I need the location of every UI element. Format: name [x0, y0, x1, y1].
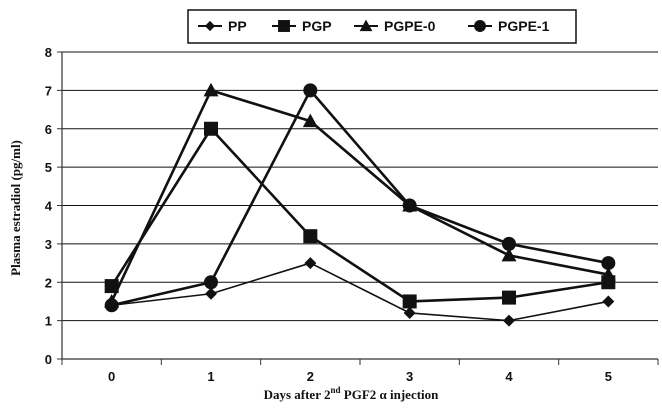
y-axis-title: Plasma estradiol (pg/ml)	[8, 140, 23, 276]
legend-marker-pgpe-0	[359, 19, 373, 32]
plot-area: 0 1 2 3 4 5 6 7 8 0 1 2 3 4 5	[45, 45, 659, 384]
data-point-pgpe-1-1	[204, 275, 218, 290]
data-point-pp-1	[205, 287, 217, 300]
data-point-pgpe-0-1	[203, 82, 219, 97]
legend-label-pgp: PGP	[302, 18, 332, 34]
x-tick-label-4: 4	[505, 369, 513, 384]
x-axis-title-superscript: nd	[331, 385, 341, 395]
y-tick-label-0: 0	[45, 352, 52, 367]
y-tick-label-2: 2	[45, 275, 52, 290]
y-tick-label-6: 6	[45, 122, 52, 137]
x-axis-title-main: Days after 2	[264, 387, 331, 402]
x-tick-label-2: 2	[307, 369, 314, 384]
data-point-pp-4	[503, 314, 515, 327]
data-point-pgpe-0-4	[501, 247, 517, 262]
y-tick-label-8: 8	[45, 45, 52, 60]
x-tick-label-5: 5	[605, 369, 612, 384]
legend-marker-pgpe-1	[474, 20, 486, 32]
legend-marker-pp	[204, 20, 216, 32]
series-line-pp	[111, 262, 609, 322]
y-tick-label-4: 4	[45, 199, 53, 214]
data-point-pp-2	[304, 257, 317, 270]
data-point-pgpe-0-2	[302, 113, 318, 128]
x-tick-label-1: 1	[207, 369, 214, 384]
legend-box	[187, 9, 577, 44]
data-point-pp-3	[403, 306, 416, 319]
data-point-pgpe-1-2	[303, 83, 318, 98]
data-point-pgp-4	[502, 290, 516, 305]
x-tick-label-3: 3	[406, 369, 413, 384]
x-axis-title: Days after 2nd PGF2 α injection	[264, 385, 440, 402]
x-axis-title-rest: PGF2 α injection	[341, 387, 440, 402]
data-point-pgp-0	[104, 279, 119, 294]
legend-marker-pgp	[278, 20, 290, 32]
x-tick-label-0: 0	[108, 369, 115, 384]
data-point-pp-5	[602, 295, 615, 308]
legend-label-pgpe-1: PGPE-1	[498, 18, 550, 34]
y-tick-label-1: 1	[45, 314, 52, 329]
y-tick-label-3: 3	[45, 237, 52, 252]
data-point-pgpe-1-4	[502, 236, 516, 251]
legend-label-pp: PP	[228, 18, 247, 34]
y-tick-label-7: 7	[45, 83, 52, 98]
data-point-pgp-3	[402, 294, 417, 309]
data-point-pgp-2	[303, 229, 318, 244]
data-point-pgpe-0-5	[600, 267, 616, 281]
data-point-pgpe-1-3	[402, 198, 417, 213]
y-tick-label-5: 5	[45, 160, 52, 175]
series-line-pgpe-0	[110, 89, 609, 302]
data-point-pgpe-1-0	[104, 298, 119, 313]
legend-label-pgpe-0: PGPE-0	[384, 18, 436, 34]
series-line-pgp	[110, 127, 609, 303]
legend: PP PGP PGPE-0 PGPE-1	[187, 9, 577, 44]
series-line-pgpe-1	[111, 89, 609, 307]
data-point-pgp-1	[204, 121, 218, 136]
data-point-pgpe-1-5	[601, 256, 616, 271]
